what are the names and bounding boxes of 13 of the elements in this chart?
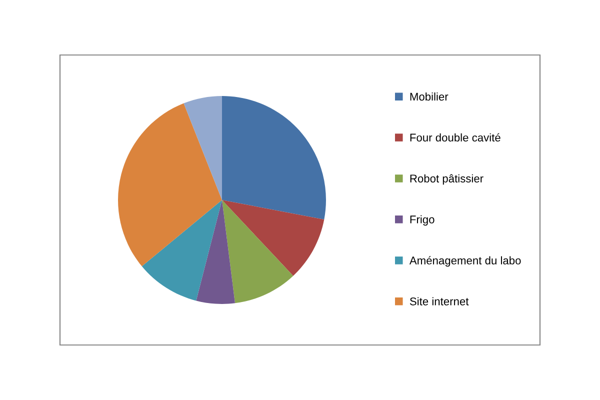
legend-label: Aménagement du labo: [409, 256, 521, 267]
pie-slice: [184, 96, 222, 200]
legend-label: Four double cavité: [410, 133, 500, 142]
pie-slice: [222, 200, 324, 276]
legend-label: Frigo: [410, 215, 434, 226]
pie-slice: [196, 200, 236, 304]
legend-label: Robot pâtissier: [410, 174, 484, 185]
pie-slice: [118, 103, 222, 266]
pie-slice: [142, 200, 222, 301]
legend-label: Site internet: [410, 297, 469, 306]
pie-slice: [222, 96, 326, 220]
pie-slice: [222, 200, 294, 304]
legend-label: Mobilier: [410, 92, 448, 101]
